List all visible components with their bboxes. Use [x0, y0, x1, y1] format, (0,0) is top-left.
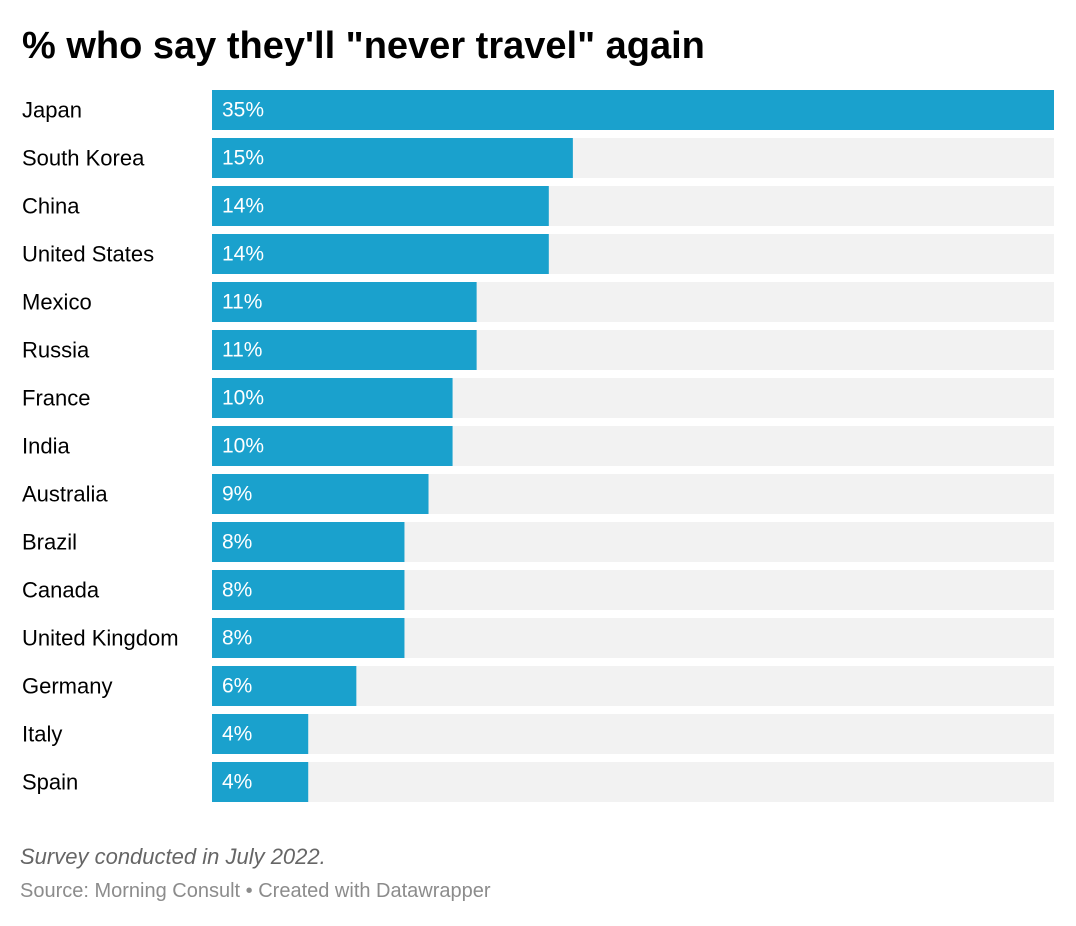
- value-label: 35%: [222, 99, 264, 122]
- value-label: 14%: [222, 195, 264, 218]
- bar-row-russia: Russia 11%: [22, 330, 1054, 370]
- bar-row-japan: Japan 35%: [22, 90, 1054, 130]
- bar-india: [212, 426, 453, 466]
- category-label: China: [22, 194, 80, 219]
- chart-source: Source: Morning Consult • Created with D…: [20, 880, 491, 902]
- bar-australia: [212, 474, 429, 514]
- value-label: 11%: [222, 291, 262, 314]
- bar-brazil: [212, 522, 405, 562]
- category-label: Mexico: [22, 290, 92, 315]
- chart-note: Survey conducted in July 2022.: [20, 844, 326, 869]
- bar-row-mexico: Mexico 11%: [22, 282, 1054, 322]
- bar-track: [212, 714, 1054, 754]
- bar-germany: [212, 666, 357, 706]
- bar-row-germany: Germany 6%: [22, 666, 1054, 706]
- value-label: 4%: [222, 771, 252, 794]
- bar-canada: [212, 570, 405, 610]
- bar-russia: [212, 330, 477, 370]
- bar-row-south-korea: South Korea 15%: [22, 138, 1054, 178]
- category-label: Canada: [22, 578, 100, 603]
- category-label: France: [22, 386, 90, 411]
- bar-italy: [212, 714, 309, 754]
- category-label: Brazil: [22, 530, 77, 555]
- bar-row-italy: Italy 4%: [22, 714, 1054, 754]
- bar-mexico: [212, 282, 477, 322]
- bar-united-kingdom: [212, 618, 405, 658]
- bar-row-united-states: United States 14%: [22, 234, 1054, 274]
- bar-row-australia: Australia 9%: [22, 474, 1054, 514]
- bar-united-states: [212, 234, 549, 274]
- value-label: 9%: [222, 483, 252, 506]
- category-label: Australia: [22, 482, 108, 507]
- value-label: 10%: [222, 435, 264, 458]
- category-label: Italy: [22, 722, 62, 747]
- chart-rows: Japan 35%South Korea 15%China 14%United Sta…: [22, 90, 1054, 802]
- chart-title: % who say they'll "never travel" again: [22, 25, 705, 67]
- value-label: 11%: [222, 339, 262, 362]
- category-label: Spain: [22, 770, 78, 795]
- value-label: 8%: [222, 531, 252, 554]
- bar-spain: [212, 762, 309, 802]
- bar-row-brazil: Brazil 8%: [22, 522, 1054, 562]
- category-label: Japan: [22, 98, 82, 123]
- category-label: United States: [22, 242, 154, 267]
- category-label: Germany: [22, 674, 112, 699]
- value-label: 8%: [222, 579, 252, 602]
- bar-china: [212, 186, 549, 226]
- bar-row-spain: Spain 4%: [22, 762, 1054, 802]
- value-label: 14%: [222, 243, 264, 266]
- value-label: 10%: [222, 387, 264, 410]
- value-label: 4%: [222, 723, 252, 746]
- bar-row-canada: Canada 8%: [22, 570, 1054, 610]
- bar-row-china: China 14%: [22, 186, 1054, 226]
- value-label: 6%: [222, 675, 252, 698]
- category-label: Russia: [22, 338, 90, 363]
- category-label: South Korea: [22, 146, 145, 171]
- bar-row-india: India 10%: [22, 426, 1054, 466]
- bar-row-united-kingdom: United Kingdom 8%: [22, 618, 1054, 658]
- value-label: 15%: [222, 147, 264, 170]
- bar-japan: [212, 90, 1054, 130]
- bar-track: [212, 762, 1054, 802]
- value-label: 8%: [222, 627, 252, 650]
- category-label: India: [22, 434, 70, 459]
- bar-south-korea: [212, 138, 573, 178]
- bar-france: [212, 378, 453, 418]
- category-label: United Kingdom: [22, 626, 179, 651]
- bar-row-france: France 10%: [22, 378, 1054, 418]
